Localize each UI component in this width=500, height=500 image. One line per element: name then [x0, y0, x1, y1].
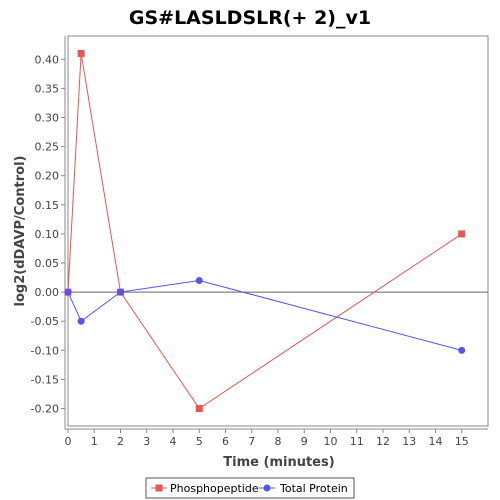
legend: Phosphopeptide Total Protein — [145, 477, 355, 499]
data-point-phosphopeptide — [458, 230, 466, 238]
y-tick-label: 0.20 — [35, 170, 60, 183]
plot-area — [67, 35, 489, 427]
chart-title: GS#LASLDSLR(+ 2)_v1 — [129, 7, 371, 29]
x-tick-label: 5 — [196, 435, 203, 448]
data-point-total-protein — [64, 288, 72, 296]
x-tick-label: 1 — [91, 435, 98, 448]
x-tick-label: 15 — [455, 435, 469, 448]
legend-box — [145, 477, 355, 499]
data-point-phosphopeptide — [195, 405, 203, 413]
y-tick-label: 0.15 — [35, 199, 60, 212]
x-ticks: 0 1 2 3 4 5 6 7 8 9 10 11 12 13 14 15 — [65, 429, 469, 448]
y-tick-label: 0.10 — [35, 228, 60, 241]
data-point-total-protein — [77, 317, 85, 325]
y-ticks: -0.20 -0.15 -0.10 -0.05 0.00 0.05 0.10 0.15 0.20… — [31, 53, 65, 416]
data-point-phosphopeptide — [77, 49, 85, 57]
legend-label-phosphopeptide: Phosphopeptide — [170, 482, 259, 495]
x-tick-label: 14 — [429, 435, 443, 448]
y-tick-label: 0.05 — [35, 257, 60, 270]
legend-marker-phosphopeptide — [155, 484, 163, 492]
x-tick-label: 6 — [222, 435, 229, 448]
data-point-total-protein — [458, 346, 466, 354]
y-tick-label: 0.30 — [35, 111, 60, 124]
y-tick-label: 0.35 — [35, 82, 60, 95]
y-tick-label: 0.40 — [35, 53, 60, 66]
x-tick-label: 3 — [143, 435, 150, 448]
data-point-total-protein — [195, 276, 203, 284]
legend-label-total-protein: Total Protein — [279, 482, 348, 495]
x-tick-label: 0 — [65, 435, 72, 448]
x-tick-label: 4 — [170, 435, 177, 448]
series-group — [64, 49, 466, 413]
y-tick-label: 0.00 — [35, 286, 60, 299]
y-tick-label: 0.25 — [35, 141, 60, 154]
x-axis-label: Time (minutes) — [223, 455, 334, 470]
x-tick-label: 13 — [402, 435, 416, 448]
x-tick-label: 11 — [350, 435, 364, 448]
x-tick-label: 7 — [248, 435, 255, 448]
y-tick-label: -0.20 — [31, 403, 59, 416]
y-tick-label: -0.10 — [31, 344, 59, 357]
data-point-total-protein — [117, 288, 124, 296]
x-tick-label: 9 — [301, 435, 308, 448]
y-tick-label: -0.15 — [31, 373, 59, 386]
x-tick-label: 8 — [275, 435, 282, 448]
x-tick-label: 10 — [324, 435, 338, 448]
y-axis-label: log2(dDAVP/Control) — [13, 156, 28, 307]
y-tick-label: -0.05 — [31, 315, 59, 328]
x-tick-label: 2 — [117, 435, 124, 448]
legend-marker-total-protein — [263, 484, 271, 492]
x-tick-label: 12 — [376, 435, 390, 448]
